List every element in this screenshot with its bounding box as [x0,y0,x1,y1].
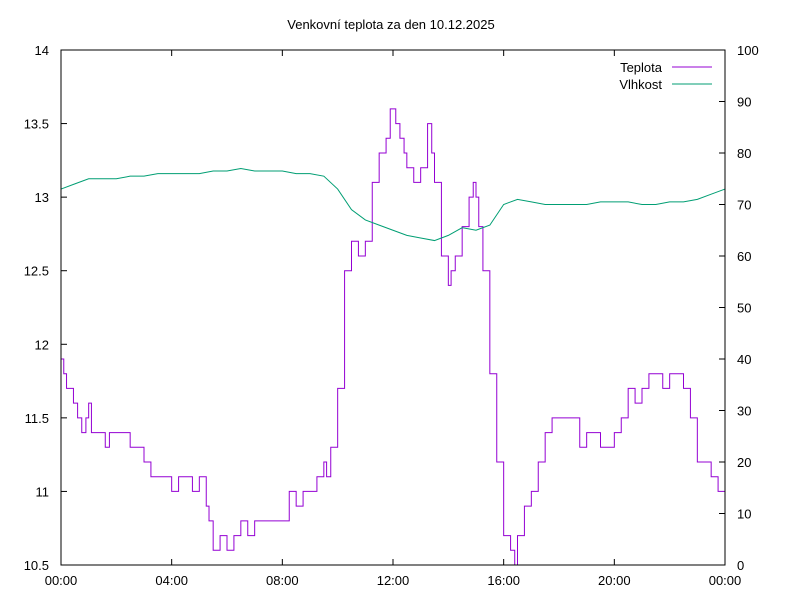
y-right-tick-label: 80 [737,146,751,161]
plot-frame [60,49,726,566]
y-left-tick-label: 14 [35,43,49,58]
x-tick-label: 00:00 [45,573,78,588]
y-left-tick-label: 12.5 [24,264,49,279]
x-tick-label: 00:00 [709,573,742,588]
axes: 10.5 11 11.5 12 12.5 13 13.5 14 0 10 20 30 40 50 60 70 8… [24,43,759,588]
y-right-tick-label: 60 [737,249,751,264]
y-right-tick-label: 30 [737,404,751,419]
chart-title: Venkovní teplota za den 10.12.2025 [287,17,494,32]
y-right-tick-label: 100 [737,43,759,58]
y-right-tick-label: 40 [737,352,751,367]
y-left-tick-label: 13.5 [24,117,49,132]
x-tick-label: 16:00 [487,573,520,588]
y-right-tick-label: 20 [737,455,751,470]
legend-label: Vlhkost [619,77,662,92]
y-left-tick-label: 12 [35,337,49,352]
legend: Teplota Vlhkost [619,60,712,92]
series-line-teplota [61,108,726,566]
y-right-tick-label: 90 [737,95,751,110]
x-tick-label: 08:00 [266,573,299,588]
series-line-vlhkost [60,167,726,242]
y-right-tick-label: 10 [737,507,751,522]
y-left-tick-label: 11.5 [25,411,49,426]
y-left-tick-label: 10.5 [24,558,49,573]
y-right-tick-label: 0 [737,558,744,573]
legend-label: Teplota [620,60,663,75]
x-tick-label: 20:00 [598,573,631,588]
y-left-tick-label: 11 [36,484,50,499]
y-right-tick-label: 50 [737,301,751,316]
y-right-tick-label: 70 [737,198,751,213]
series-lines [60,108,726,566]
x-tick-label: 04:00 [155,573,188,588]
x-tick-label: 12:00 [377,573,410,588]
y-left-tick-label: 13 [35,190,49,205]
